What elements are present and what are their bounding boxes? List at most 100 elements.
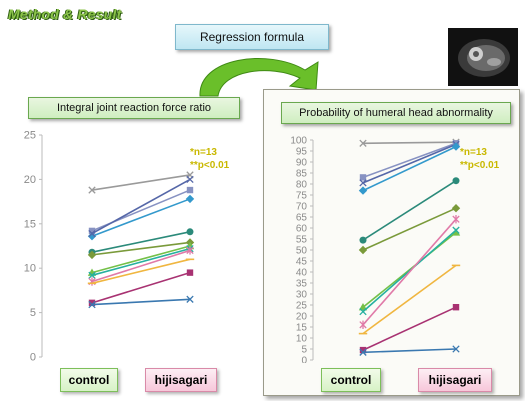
left-chart-title: Integral joint reaction force ratio [28,97,240,119]
left-annotation: *n=13 **p<0.01 [190,146,229,172]
data-point [358,186,368,195]
series-line [91,247,191,277]
series-11 [88,269,194,307]
series-line [91,249,191,283]
data-point [359,307,367,316]
y-tick-label: 90 [296,158,308,169]
series-1 [88,171,194,194]
data-point [452,304,460,311]
mri-thumbnail-image [448,28,518,86]
series-line [91,231,191,253]
data-point [358,303,368,311]
series-4 [358,142,461,195]
data-point [359,174,367,181]
series-line [362,264,457,335]
data-point [186,295,194,303]
y-tick-label: 10 [296,334,308,345]
right-line-chart: 0510152025303540455055606570758085909510… [290,136,461,364]
series-line [362,141,457,145]
series-line [362,348,457,354]
series-9 [359,215,460,329]
series-1 [359,138,460,147]
data-point [451,142,461,151]
y-tick-label: 95 [296,147,308,158]
series-line [362,180,457,241]
regression-formula-label: Regression formula [199,30,305,44]
right-chart-title: Probability of humeral head abnormality [281,102,511,124]
series-line [362,207,457,251]
left-annotation-p: **p<0.01 [190,160,230,171]
data-point [359,320,367,329]
y-tick-label: 15 [296,323,308,334]
series-line [91,271,191,304]
y-tick-label: 5 [30,307,36,319]
y-tick-label: 75 [296,191,308,202]
data-point [88,299,96,307]
data-point [359,179,367,187]
left-line-chart: 0 5 10 15 20 25 [24,130,195,364]
right-chart-frame [263,89,520,396]
data-point [186,175,194,184]
series-line [362,306,457,351]
series-line [362,142,457,179]
y-tick-label: 5 [301,345,307,356]
y-tick-label: 20 [296,312,308,323]
series-2 [359,140,460,181]
series-5 [359,177,460,244]
series-line [91,241,191,256]
y-tick-label: 15 [24,218,36,230]
series-10 [358,264,461,335]
data-point [452,345,460,353]
data-point [452,215,460,224]
y-tick-label: 100 [290,136,307,147]
series-7 [358,228,461,311]
y-tick-label: 65 [296,213,308,224]
data-point [88,227,96,235]
series-line [91,174,191,191]
series-line [362,145,457,192]
data-point [87,250,97,260]
y-tick-label: 10 [24,263,36,275]
y-tick-label: 55 [296,235,308,246]
series-line [362,143,457,184]
data-point [359,348,367,356]
y-tick-label: 0 [301,356,307,364]
series-6 [358,204,461,255]
section-heading: Method & Result [8,6,122,22]
right-annotation: *n=13 **p<0.01 [460,146,499,172]
series-line [91,245,191,274]
y-tick-label: 25 [24,130,36,142]
data-point [451,228,461,236]
data-point [186,228,194,236]
y-tick-label: 70 [296,202,308,213]
left-annotation-n: *n=13 [190,147,217,158]
data-point [87,232,97,241]
data-point [186,269,194,276]
series-12 [88,295,194,309]
left-x-label-control: control [60,368,118,392]
series-4 [88,175,194,238]
y-tick-label: 60 [296,224,308,235]
series-line [362,218,457,326]
series-line [91,198,191,237]
data-point [358,245,368,255]
data-point [452,226,460,234]
series-line [362,231,457,308]
y-tick-label: 40 [296,268,308,279]
regression-formula-box: Regression formula [175,24,329,50]
data-point [186,186,194,194]
y-tick-label: 45 [296,257,308,268]
series-11 [359,304,460,354]
data-point [88,186,96,194]
right-x-label-control: control [321,368,381,392]
right-annotation-p: **p<0.01 [460,160,500,171]
left-x-label-hijisagari: hijisagari [145,368,217,392]
y-tick-label: 20 [24,174,36,186]
series-line [91,178,191,235]
data-point [359,236,367,244]
series-12 [359,345,460,356]
data-point [185,194,195,204]
y-tick-label: 30 [296,290,308,301]
right-annotation-n: *n=13 [460,147,487,158]
data-point [88,271,96,279]
